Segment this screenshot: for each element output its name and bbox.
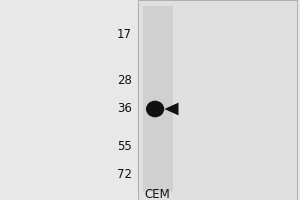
Text: 28: 28 [117,73,132,86]
FancyBboxPatch shape [138,0,297,200]
Text: CEM: CEM [145,188,170,200]
Text: 36: 36 [117,102,132,116]
Ellipse shape [147,101,164,117]
Polygon shape [164,103,178,115]
Text: 17: 17 [117,27,132,40]
Text: 55: 55 [117,140,132,152]
Text: 72: 72 [117,168,132,180]
FancyBboxPatch shape [142,6,172,192]
